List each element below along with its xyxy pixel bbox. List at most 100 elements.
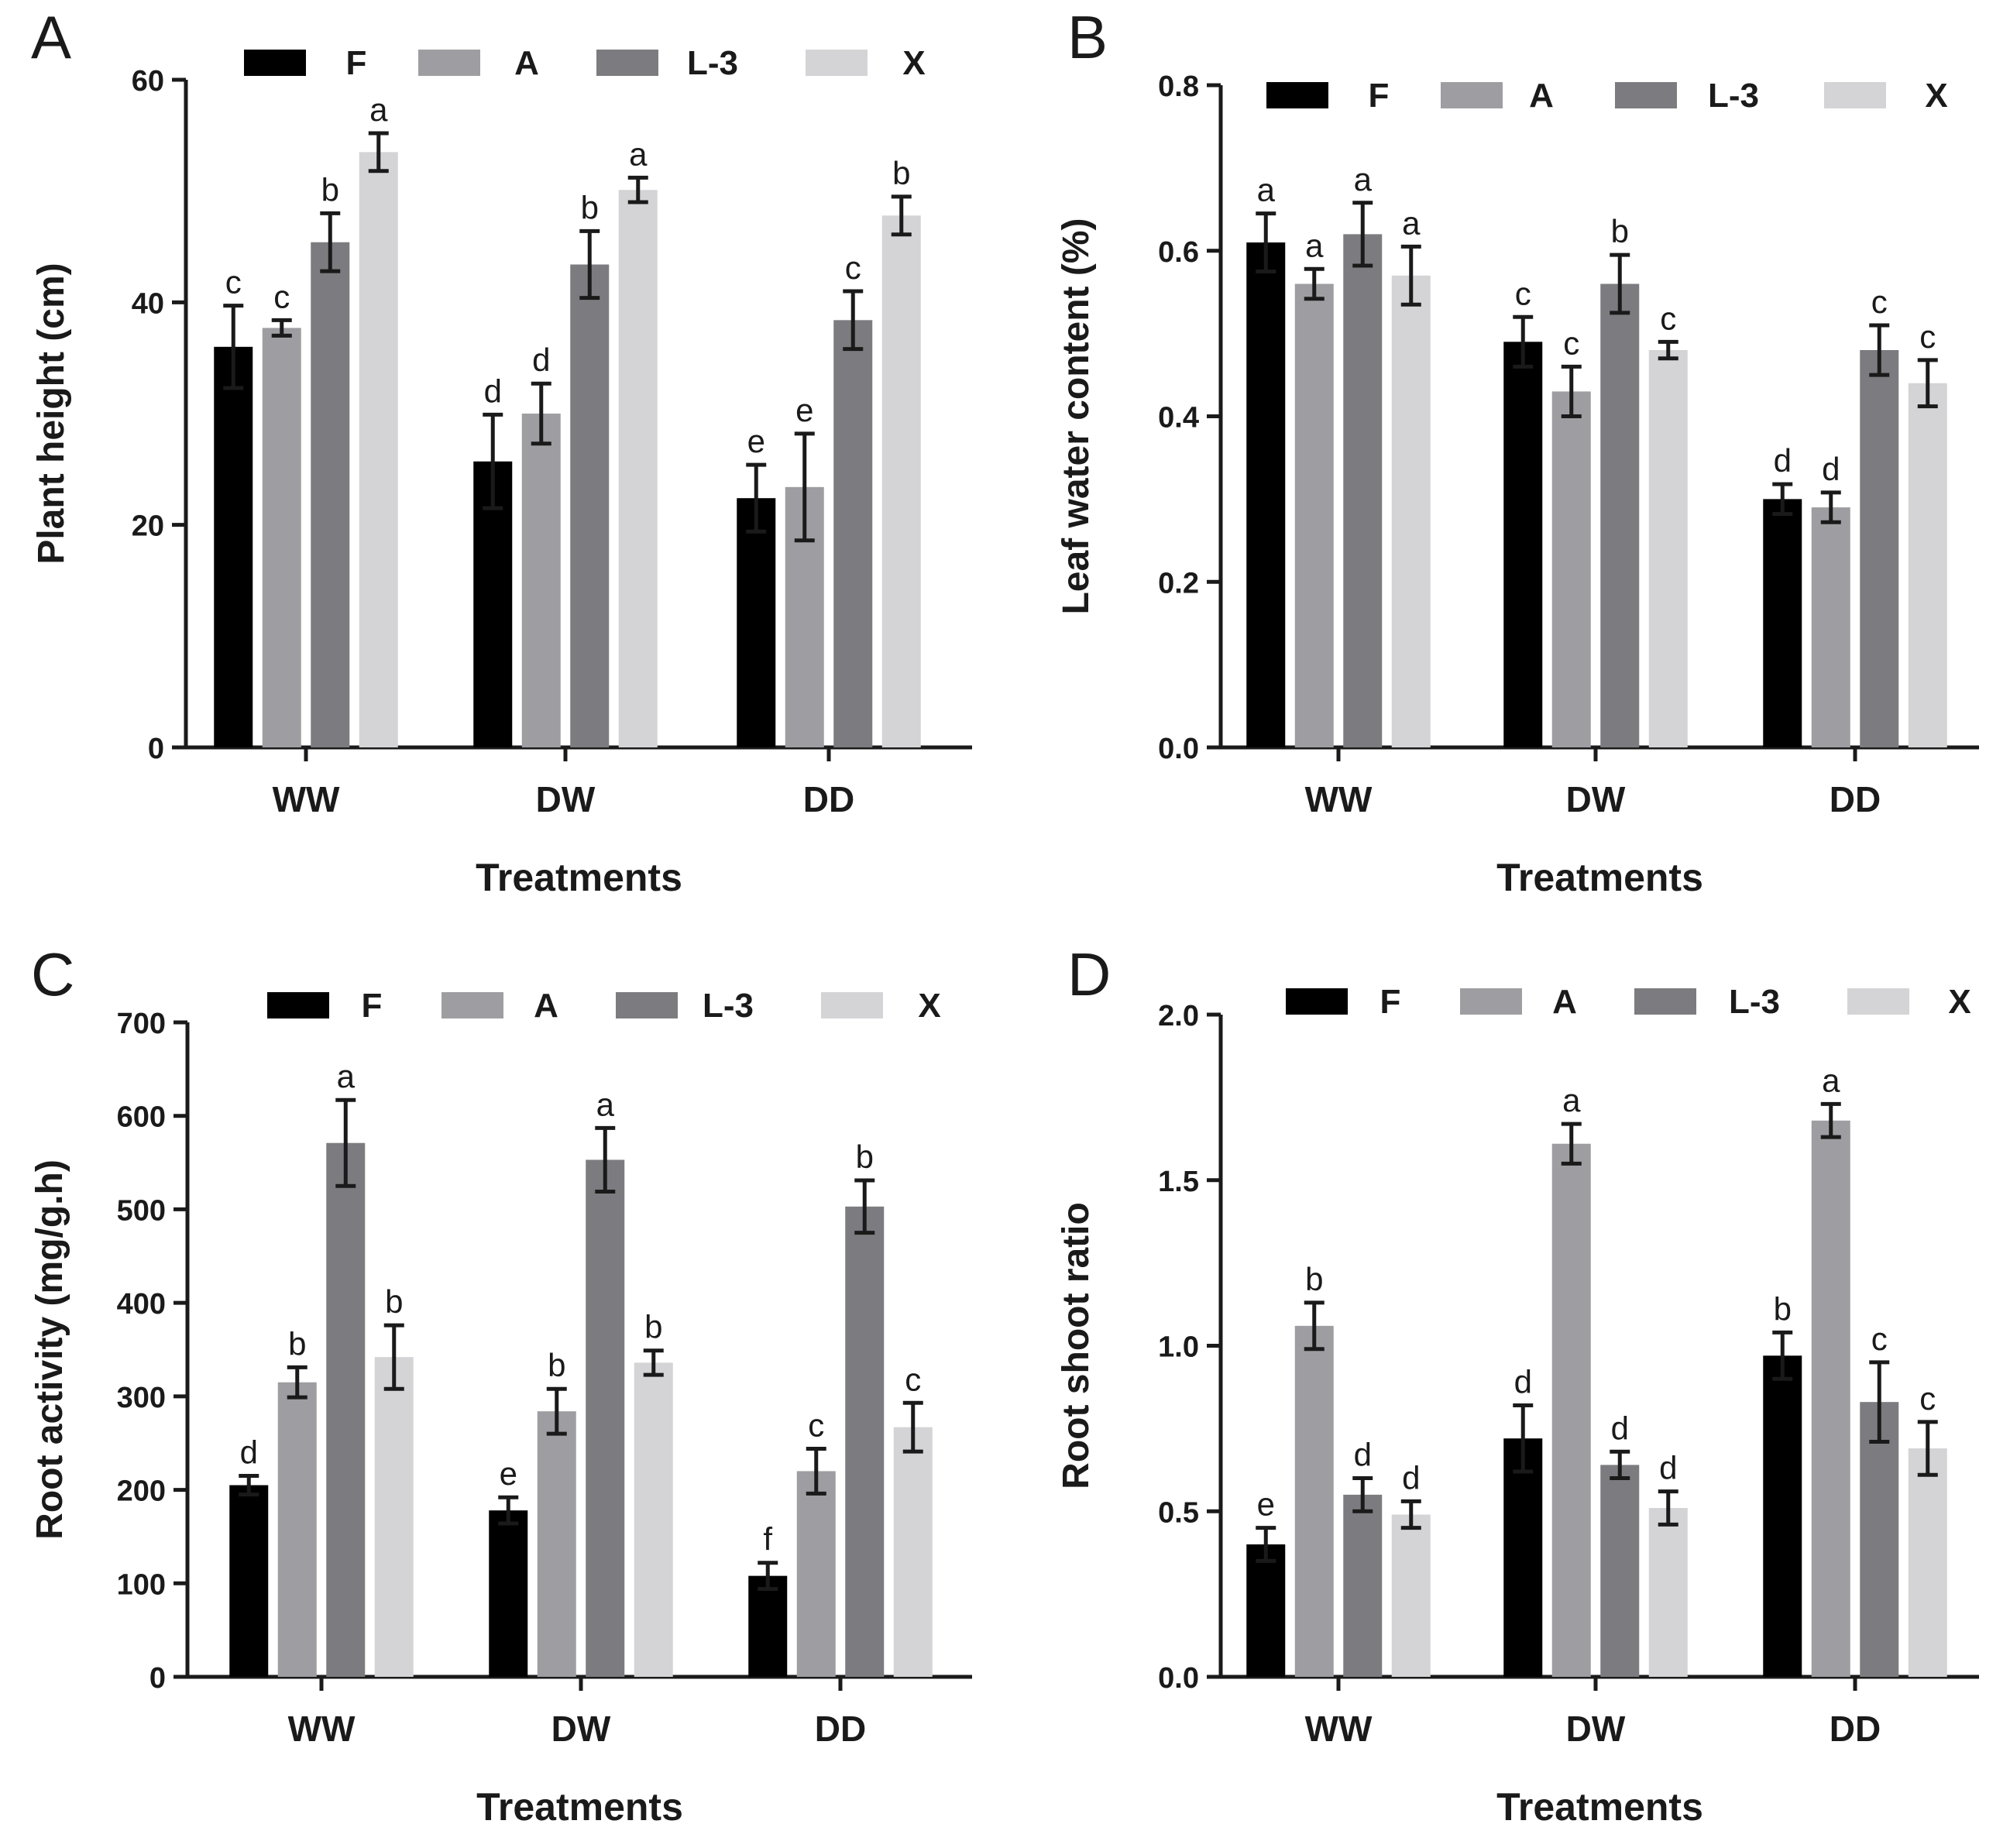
significance-letter: a	[1305, 227, 1324, 263]
legend-swatch	[806, 50, 868, 76]
panel-label: B	[1067, 3, 1108, 71]
bar	[1763, 499, 1802, 747]
y-tick-label: 2.0	[1158, 1000, 1199, 1032]
bar	[1391, 1514, 1431, 1677]
y-tick-label: 300	[117, 1382, 166, 1414]
significance-letter: c	[808, 1407, 824, 1443]
legend-swatch	[1847, 988, 1909, 1015]
x-axis-title: Treatments	[1496, 1785, 1703, 1829]
panel-label: C	[31, 940, 74, 1008]
y-tick-label: 0.8	[1158, 70, 1199, 103]
significance-letter: c	[1660, 300, 1676, 336]
bar	[1860, 350, 1899, 747]
y-tick-label: 100	[117, 1568, 166, 1601]
bar	[1763, 1355, 1802, 1677]
x-axis-title: Treatments	[476, 856, 682, 899]
bar	[1648, 1507, 1688, 1677]
legend-swatch	[1441, 82, 1503, 108]
panel-a-plant-height: A 0 20 40 60 Plant height (cm) WW DW DD Treatment…	[31, 3, 972, 899]
y-tick-label: 0.2	[1158, 567, 1199, 599]
x-tick-label: WW	[1305, 1709, 1373, 1749]
significance-letter: d	[532, 342, 550, 378]
bar	[214, 346, 253, 747]
bar	[1811, 1120, 1850, 1677]
significance-letter: d	[1822, 451, 1840, 487]
bar	[881, 215, 921, 748]
significance-letter: a	[1257, 172, 1276, 208]
bar	[277, 1382, 317, 1677]
x-axis-title: Treatments	[1496, 856, 1703, 899]
bar	[737, 498, 776, 747]
legend-label: F	[346, 44, 367, 82]
panel-b-leaf-water-content: B 0.0 0.2 0.4 0.6 0.8 Leaf water content (%) WW…	[1056, 3, 1979, 899]
x-tick-label: WW	[273, 779, 340, 819]
bar	[1343, 1494, 1383, 1677]
y-tick-label: 400	[117, 1288, 166, 1321]
legend-swatch	[821, 992, 883, 1018]
y-tick-label: 60	[132, 65, 164, 98]
y-tick-label: 0	[148, 733, 164, 765]
y-tick-label: 0	[149, 1662, 166, 1695]
bar	[374, 1357, 414, 1677]
legend-label: F	[362, 987, 383, 1025]
bar	[1600, 283, 1640, 747]
bar	[1503, 342, 1543, 747]
significance-letter: a	[1354, 161, 1373, 198]
significance-letter: b	[1305, 1261, 1323, 1297]
significance-letter: b	[644, 1309, 662, 1345]
y-tick-label: 0.5	[1158, 1496, 1199, 1529]
x-axis-title: Treatments	[476, 1785, 683, 1829]
y-tick-label: 40	[132, 287, 164, 320]
y-tick-label: 0.6	[1158, 236, 1199, 269]
x-tick-label: DD	[1830, 779, 1881, 819]
bar	[1908, 383, 1947, 747]
legend-swatch	[1460, 988, 1522, 1015]
y-tick-label: 0.0	[1158, 1662, 1199, 1695]
y-axis-title: Plant height (cm)	[31, 263, 72, 564]
significance-letter: b	[1774, 1290, 1792, 1327]
significance-letter: e	[747, 423, 765, 459]
significance-letter: b	[581, 189, 599, 225]
legend-label: F	[1369, 77, 1390, 115]
significance-letter: c	[1871, 283, 1888, 320]
bar	[537, 1411, 576, 1677]
bar	[229, 1485, 269, 1677]
bar	[1294, 283, 1334, 747]
bar	[1503, 1438, 1543, 1677]
legend-label: L-3	[1729, 983, 1780, 1021]
significance-letter: b	[892, 155, 910, 191]
legend-label: X	[1948, 983, 1970, 1021]
significance-letter: d	[1354, 1437, 1372, 1473]
significance-letter: c	[845, 249, 861, 286]
bar	[359, 152, 398, 748]
bar	[570, 264, 610, 747]
x-tick-label: DW	[551, 1709, 611, 1749]
bar	[1860, 1402, 1899, 1677]
significance-letter: c	[1919, 1380, 1936, 1417]
bar	[893, 1427, 933, 1677]
legend-swatch	[244, 50, 306, 76]
significance-letter: c	[225, 264, 242, 301]
significance-letter: c	[1871, 1321, 1888, 1357]
legend-label: F	[1380, 983, 1401, 1021]
significance-letter: f	[763, 1521, 772, 1558]
significance-letter: b	[548, 1347, 565, 1383]
panel-d-root-shoot-ratio: D 0.0 0.5 1.0 1.5 2.0 Root shoot ratio WW DW DD Tr…	[1056, 940, 1979, 1829]
bar	[1294, 1325, 1334, 1677]
significance-letter: d	[240, 1434, 258, 1470]
bar	[1343, 234, 1383, 747]
significance-letter: d	[1402, 1459, 1420, 1496]
bar	[748, 1575, 788, 1677]
significance-letter: a	[1402, 204, 1421, 241]
x-tick-label: WW	[1305, 779, 1373, 819]
bar	[1551, 391, 1591, 747]
bar	[845, 1206, 885, 1677]
legend-swatch	[1824, 82, 1886, 108]
significance-letter: b	[1611, 213, 1629, 249]
legend-swatch	[616, 992, 678, 1018]
legend-label: X	[918, 987, 940, 1025]
bar	[618, 190, 658, 748]
significance-letter: b	[385, 1283, 403, 1320]
x-tick-label: WW	[288, 1709, 356, 1749]
